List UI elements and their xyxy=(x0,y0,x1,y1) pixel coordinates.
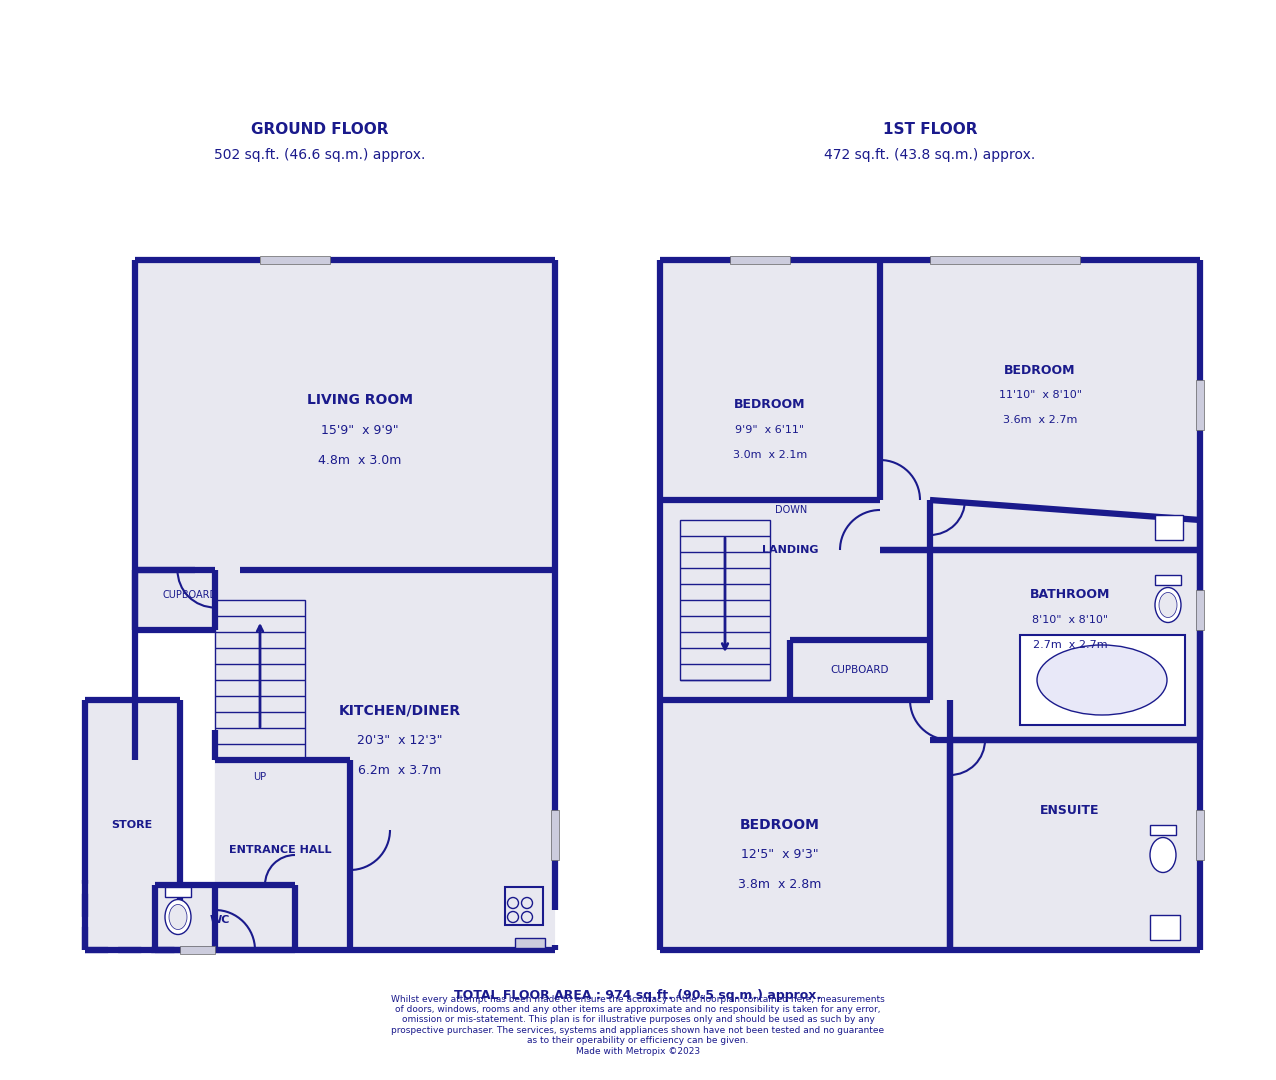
Text: WC: WC xyxy=(209,915,230,924)
Bar xyxy=(1155,575,1182,585)
Ellipse shape xyxy=(165,900,191,934)
Text: 472 sq.ft. (43.8 sq.m.) approx.: 472 sq.ft. (43.8 sq.m.) approx. xyxy=(824,148,1036,162)
Bar xyxy=(1155,515,1183,540)
Bar xyxy=(660,700,951,950)
Text: BEDROOM: BEDROOM xyxy=(740,818,820,832)
Bar xyxy=(165,887,191,897)
Text: TOTAL FLOOR AREA : 974 sq.ft. (90.5 sq.m.) approx.: TOTAL FLOOR AREA : 974 sq.ft. (90.5 sq.m… xyxy=(454,988,822,1001)
Bar xyxy=(135,570,214,630)
Text: BATHROOM: BATHROOM xyxy=(1030,589,1110,602)
Bar xyxy=(214,570,555,950)
Text: 3.6m  x 2.7m: 3.6m x 2.7m xyxy=(1003,415,1077,426)
Text: 12'5"  x 9'3": 12'5" x 9'3" xyxy=(741,849,819,862)
Bar xyxy=(880,260,1199,550)
Text: Whilst every attempt has been made to ensure the accuracy of the floorplan conta: Whilst every attempt has been made to en… xyxy=(392,995,884,1055)
Text: 8'10"  x 8'10": 8'10" x 8'10" xyxy=(1032,615,1108,625)
Text: ENSUITE: ENSUITE xyxy=(1040,804,1100,816)
Bar xyxy=(680,519,769,680)
Bar xyxy=(930,500,1199,740)
Text: 20'3"  x 12'3": 20'3" x 12'3" xyxy=(357,733,443,746)
Bar xyxy=(730,256,790,264)
Text: CUPBOARD: CUPBOARD xyxy=(831,665,889,675)
Bar xyxy=(1196,590,1205,630)
Text: 502 sq.ft. (46.6 sq.m.) approx.: 502 sq.ft. (46.6 sq.m.) approx. xyxy=(214,148,426,162)
Bar xyxy=(516,939,545,948)
Text: 1ST FLOOR: 1ST FLOOR xyxy=(883,122,977,137)
Bar xyxy=(260,256,330,264)
Bar xyxy=(1020,635,1185,725)
Bar xyxy=(551,810,559,860)
Bar xyxy=(85,700,180,950)
Text: 6.2m  x 3.7m: 6.2m x 3.7m xyxy=(359,764,441,777)
Bar xyxy=(930,256,1079,264)
Text: 11'10"  x 8'10": 11'10" x 8'10" xyxy=(999,390,1082,400)
Ellipse shape xyxy=(168,905,188,930)
Bar xyxy=(1150,825,1176,835)
Bar xyxy=(214,600,305,760)
Bar xyxy=(790,640,930,700)
Bar xyxy=(180,946,214,954)
Text: UP: UP xyxy=(254,772,267,782)
Text: GROUND FLOOR: GROUND FLOOR xyxy=(251,122,389,137)
Text: 3.0m  x 2.1m: 3.0m x 2.1m xyxy=(732,450,808,460)
Bar xyxy=(214,760,350,950)
Text: 2.7m  x 2.7m: 2.7m x 2.7m xyxy=(1032,640,1108,650)
Bar xyxy=(660,260,880,500)
Text: LANDING: LANDING xyxy=(762,545,818,555)
Text: STORE: STORE xyxy=(111,820,153,831)
Bar xyxy=(135,260,555,570)
Ellipse shape xyxy=(1150,837,1176,873)
Ellipse shape xyxy=(1159,593,1176,618)
Text: CUPBOARD: CUPBOARD xyxy=(162,590,218,600)
Text: 15'9"  x 9'9": 15'9" x 9'9" xyxy=(322,423,399,436)
Text: LIVING ROOM: LIVING ROOM xyxy=(308,393,413,407)
Text: KITCHEN/DINER: KITCHEN/DINER xyxy=(339,703,461,717)
Bar xyxy=(660,500,930,700)
Bar xyxy=(154,885,295,950)
Text: 9'9"  x 6'11": 9'9" x 6'11" xyxy=(735,426,805,435)
Bar xyxy=(1196,380,1205,430)
Bar xyxy=(505,887,544,924)
Ellipse shape xyxy=(1037,645,1168,715)
Text: ENTRANCE HALL: ENTRANCE HALL xyxy=(228,845,332,855)
Text: BEDROOM: BEDROOM xyxy=(734,399,805,411)
Bar xyxy=(951,740,1199,950)
Bar xyxy=(1150,915,1180,940)
Bar xyxy=(1196,810,1205,860)
Text: DOWN: DOWN xyxy=(775,505,808,515)
Text: BEDROOM: BEDROOM xyxy=(1004,364,1076,377)
Text: 3.8m  x 2.8m: 3.8m x 2.8m xyxy=(739,878,822,891)
Text: 4.8m  x 3.0m: 4.8m x 3.0m xyxy=(318,454,402,467)
Ellipse shape xyxy=(1155,588,1182,622)
